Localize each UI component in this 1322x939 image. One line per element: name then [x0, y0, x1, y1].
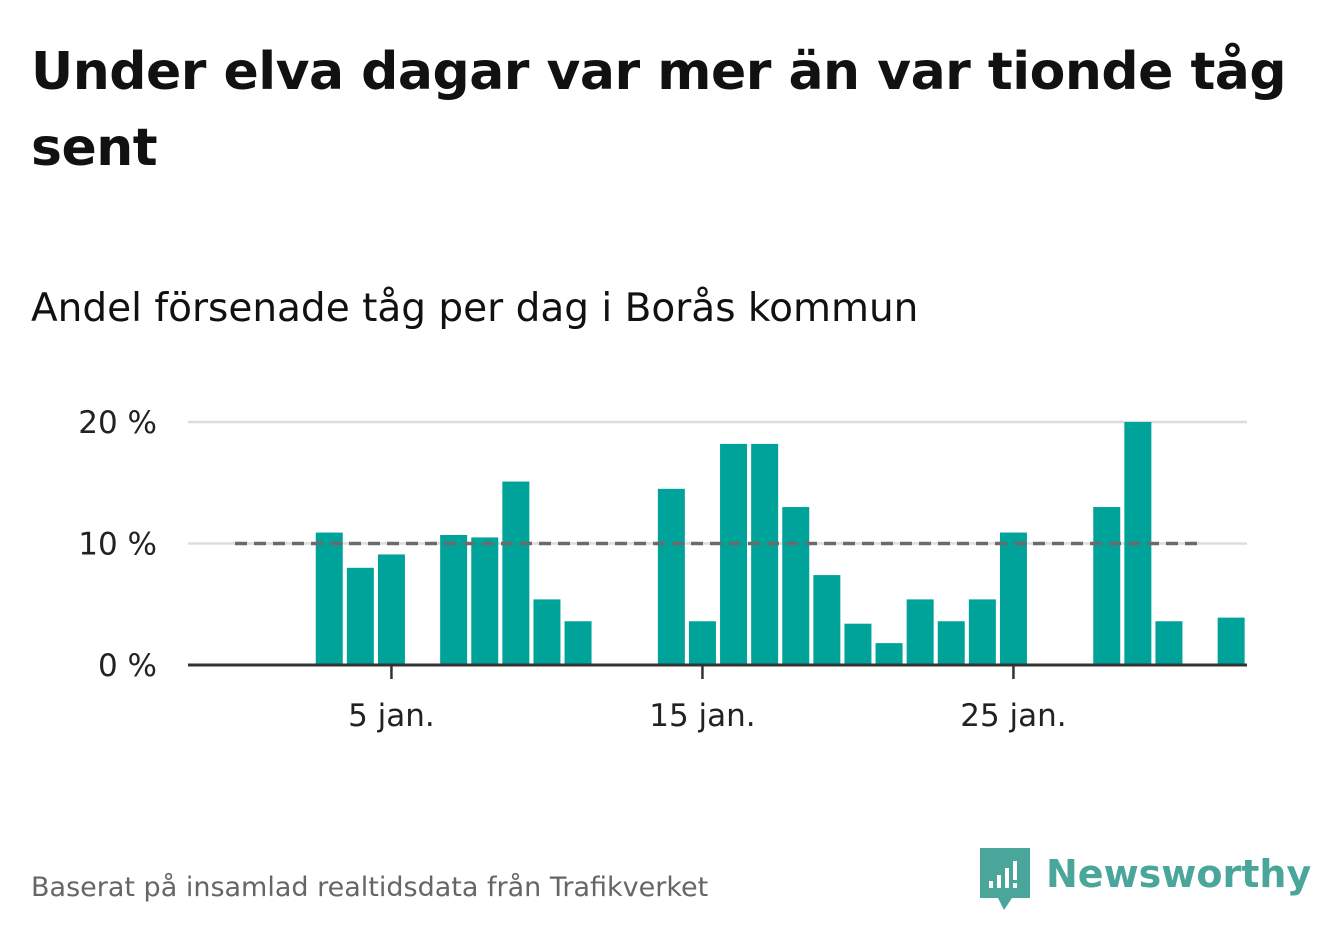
- bar: [782, 507, 810, 665]
- bar: [906, 599, 934, 665]
- grid-lines: [188, 420, 1247, 545]
- chart-subtitle: Andel försenade tåg per dag i Borås komm…: [31, 286, 919, 331]
- x-tick-label: 25 jan.: [960, 698, 1066, 734]
- y-tick-label: 10 %: [78, 527, 157, 563]
- bar: [657, 488, 685, 665]
- bar-chart: 0 % 10 % 20 % 5 jan. 15 jan. 25 jan.: [78, 405, 1247, 734]
- x-tick-label: 5 jan.: [348, 698, 435, 734]
- bar: [1217, 617, 1245, 665]
- bar: [968, 599, 996, 665]
- bar: [564, 621, 592, 665]
- bar: [751, 443, 779, 665]
- bar: [346, 567, 374, 665]
- bar: [875, 643, 903, 665]
- chart-title: Under elva dagar var mer än var tionde t…: [31, 42, 1287, 178]
- bar: [377, 554, 405, 665]
- bar: [999, 532, 1027, 665]
- bar: [1155, 621, 1183, 665]
- bar: [720, 443, 748, 665]
- bar: [315, 532, 343, 665]
- bar: [937, 621, 965, 665]
- newsworthy-logo-icon: [980, 848, 1030, 910]
- brand-logo: Newsworthy: [980, 848, 1311, 910]
- axes: 0 % 10 % 20 % 5 jan. 15 jan. 25 jan.: [78, 405, 1247, 734]
- bar: [688, 621, 716, 665]
- source-note: Baserat på insamlad realtidsdata från Tr…: [31, 872, 709, 903]
- bar: [1093, 507, 1121, 665]
- bar: [440, 534, 468, 665]
- bars: [315, 422, 1245, 665]
- bar: [471, 537, 499, 665]
- y-tick-label: 20 %: [78, 405, 157, 441]
- bar: [533, 599, 561, 665]
- brand-name: Newsworthy: [1046, 852, 1312, 896]
- bar: [844, 623, 872, 665]
- x-tick-label: 15 jan.: [649, 698, 755, 734]
- bar: [813, 575, 841, 665]
- bar: [502, 481, 530, 665]
- y-tick-label: 0 %: [98, 648, 157, 684]
